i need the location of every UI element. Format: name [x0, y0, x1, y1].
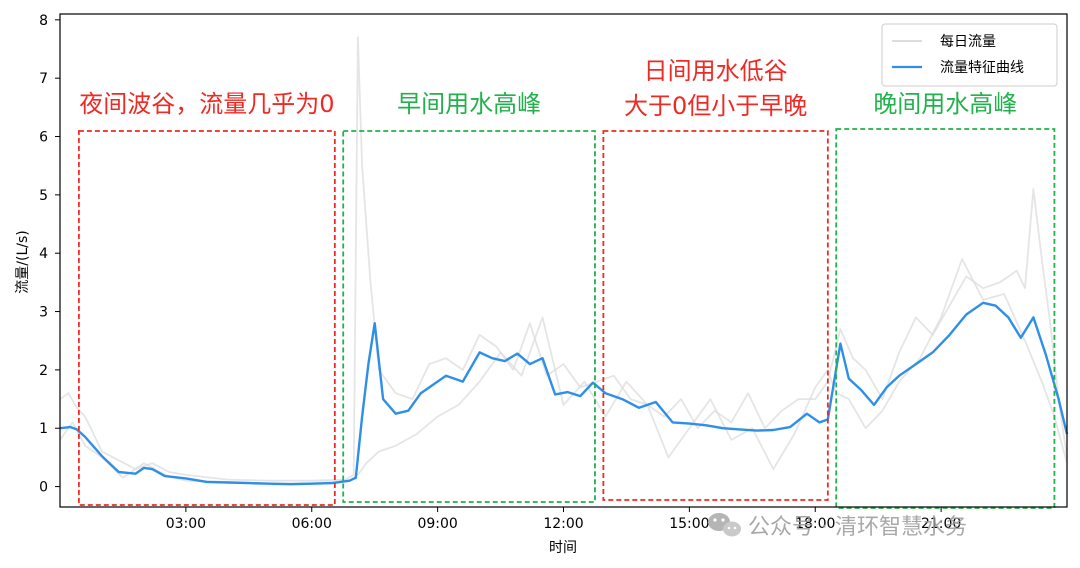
characteristic-curve-series — [59, 301, 1069, 486]
x-tick-label: 06:00 — [292, 516, 332, 532]
legend: 每日流量 流量特征曲线 — [881, 23, 1058, 87]
daily-flow-line-1 — [59, 36, 1068, 482]
watermark: 公众号 · 清环智慧水务 — [708, 513, 967, 540]
annotation-label-2-0: 日间用水低谷 — [644, 57, 788, 85]
annotation-box-2 — [602, 130, 829, 501]
annotation-label-1-0: 早间用水高峰 — [397, 90, 541, 118]
y-tick-label: 3 — [39, 305, 48, 321]
annotation-label-2-1: 大于0但小于早晚 — [624, 92, 807, 120]
y-tick-label: 1 — [39, 421, 48, 437]
characteristic-curve-line — [59, 301, 1069, 486]
x-axis: 03:00 06:00 09:00 12:00 15:00 18:00 21:00 — [166, 507, 961, 532]
watermark-text: 公众号 · 清环智慧水务 — [748, 515, 967, 540]
x-tick-label: 12:00 — [543, 516, 583, 532]
annotation-label-0-0: 夜间波谷，流量几乎为0 — [79, 90, 334, 118]
y-tick-label: 0 — [39, 480, 48, 496]
annotation-label-3-0: 晚间用水高峰 — [873, 90, 1017, 118]
annotation-box-1 — [342, 130, 596, 503]
x-tick-label: 15:00 — [669, 516, 709, 532]
annotation-box-3 — [835, 128, 1056, 509]
y-axis: 0 1 2 3 4 5 6 7 8 — [39, 13, 60, 496]
x-tick-label: 09:00 — [417, 516, 457, 532]
x-tick-label: 18:00 — [795, 516, 835, 532]
annotation-box-0 — [77, 130, 336, 506]
y-tick-label: 6 — [39, 130, 48, 146]
x-axis-label: 时间 — [549, 540, 577, 556]
y-tick-label: 2 — [39, 363, 48, 379]
y-tick-label: 5 — [39, 188, 48, 204]
y-tick-label: 7 — [39, 71, 48, 87]
y-tick-label: 4 — [39, 246, 48, 262]
wechat-icon — [708, 513, 741, 537]
legend-label-daily: 每日流量 — [940, 34, 996, 50]
y-axis-label: 流量/(L/s) — [15, 230, 31, 293]
y-tick-label: 8 — [39, 13, 48, 29]
x-tick-label: 21:00 — [921, 516, 961, 532]
legend-label-curve: 流量特征曲线 — [940, 60, 1024, 76]
daily-flow-line-2 — [59, 258, 1068, 485]
x-tick-label: 03:00 — [166, 516, 206, 532]
plot-frame — [59, 13, 1068, 508]
legend-frame — [881, 23, 1058, 87]
